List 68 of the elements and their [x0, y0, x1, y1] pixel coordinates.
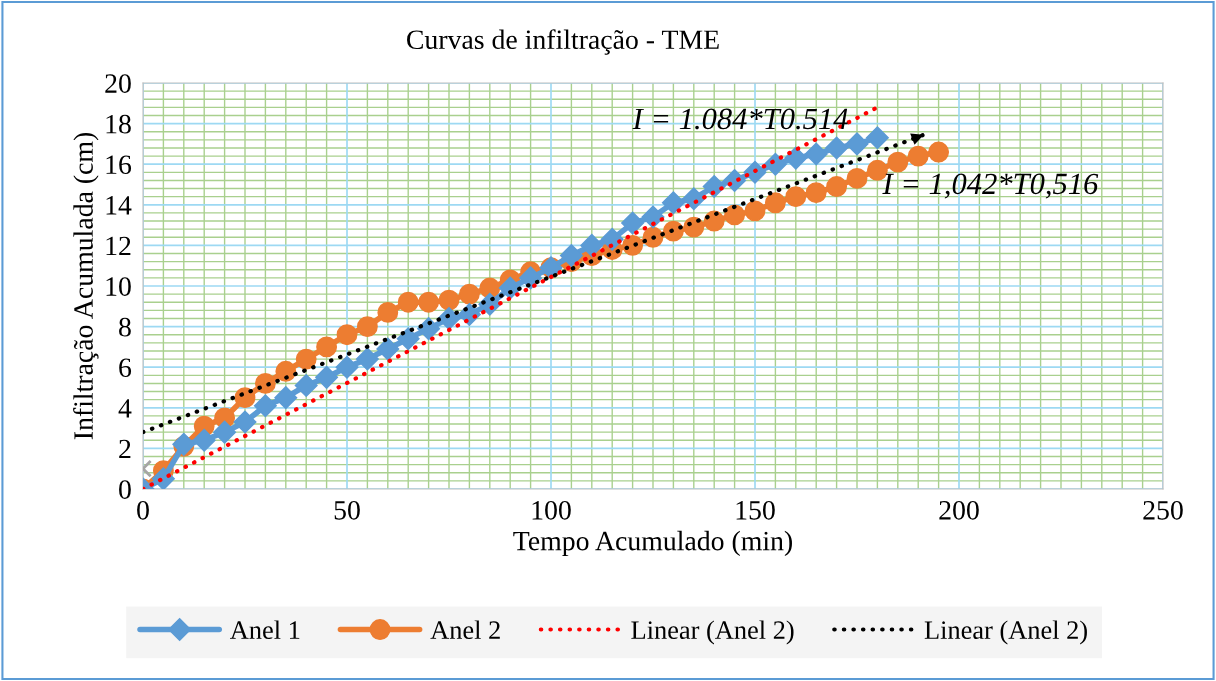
- point: [825, 136, 849, 160]
- point: [785, 186, 807, 208]
- x-tick-label: 100: [532, 500, 571, 520]
- point: [355, 347, 379, 371]
- point: [294, 373, 318, 397]
- y-tick-label: 6: [119, 358, 132, 378]
- y-axis-title: Infiltração Acumulada (cm): [73, 132, 99, 440]
- y-tick-label: 8: [119, 317, 131, 337]
- annotation: I = 1,042*T0,516: [882, 173, 1099, 199]
- point: [805, 182, 827, 204]
- point: [275, 360, 297, 382]
- legend-label: Anel 1: [230, 620, 300, 640]
- point: [907, 145, 929, 167]
- y-tick-label: 0: [119, 480, 131, 499]
- point: [764, 192, 786, 214]
- point: [887, 151, 909, 173]
- legend-label: Anel 2: [430, 620, 500, 640]
- y-tick-label: 18: [106, 114, 131, 134]
- point: [376, 337, 400, 361]
- x-axis-title: Tempo Acumulado (min): [513, 530, 792, 557]
- y-tick-label: 4: [118, 399, 132, 418]
- point: [784, 146, 808, 170]
- x-tick-label: 150: [736, 500, 775, 520]
- point: [438, 289, 460, 311]
- point: [315, 365, 339, 389]
- point: [826, 176, 848, 197]
- y-tick-label: 20: [105, 74, 131, 93]
- point: [621, 211, 645, 235]
- point: [661, 191, 685, 215]
- point: [356, 316, 378, 338]
- x-tick-label: 0: [137, 500, 149, 520]
- x-tick-label: 50: [334, 500, 360, 520]
- point: [763, 152, 787, 176]
- y-tick-label: 16: [106, 155, 132, 175]
- y-tick-label: 10: [106, 277, 131, 296]
- point: [253, 394, 277, 418]
- x-tick-label: 250: [1143, 500, 1183, 520]
- y-tick-label: 14: [106, 196, 132, 215]
- point: [213, 420, 237, 444]
- point: [804, 142, 828, 166]
- chart-title: Curvas de infiltração - TME: [407, 29, 719, 55]
- point: [233, 410, 257, 434]
- point: [845, 132, 869, 156]
- point: [744, 200, 766, 222]
- point: [458, 283, 480, 305]
- x-tick-label: 200: [939, 500, 979, 520]
- point: [580, 233, 604, 257]
- point: [295, 348, 317, 370]
- point: [336, 324, 358, 346]
- point: [192, 428, 216, 452]
- point: [682, 187, 706, 211]
- y-tick-label: 2: [119, 439, 131, 459]
- y-tick-label: 12: [106, 236, 131, 256]
- point: [865, 126, 889, 150]
- point: [316, 336, 338, 358]
- point: [846, 167, 868, 189]
- point: [559, 244, 583, 268]
- point: [724, 204, 746, 226]
- point: [928, 141, 950, 163]
- point: [335, 355, 359, 379]
- annotation: I = 1.084*T0.514: [632, 108, 848, 130]
- point: [274, 386, 298, 410]
- point: [396, 327, 420, 351]
- legend-label: Linear (Anel 2): [631, 620, 794, 645]
- point: [397, 291, 419, 313]
- point: [418, 291, 440, 313]
- legend-label: Linear (Anel 2): [924, 620, 1087, 645]
- point: [377, 301, 399, 323]
